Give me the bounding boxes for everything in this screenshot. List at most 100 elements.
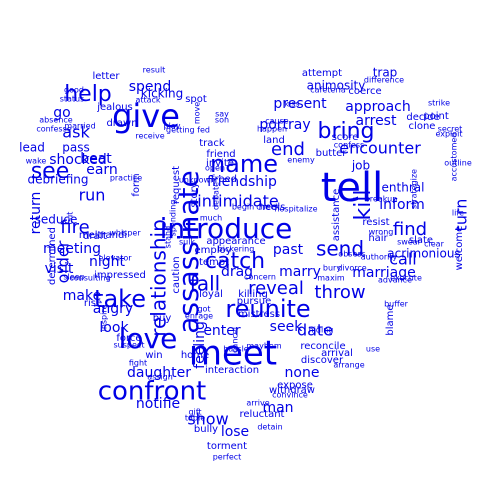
cloud-word: hair — [368, 233, 388, 244]
cloud-word: mistress — [238, 309, 280, 320]
cloud-word: check — [256, 203, 280, 212]
cloud-word: loyal — [199, 289, 223, 300]
cloud-word: trap — [373, 66, 398, 80]
cloud-word: present — [273, 96, 327, 112]
cloud-word: call — [389, 250, 417, 269]
cloud-word: night — [89, 254, 126, 270]
cloud-word: enrage — [185, 312, 213, 321]
cloud-word: return — [28, 192, 44, 235]
cloud-word: spending — [169, 200, 178, 237]
cloud-word: love — [119, 322, 178, 355]
cloud-word: kill — [351, 189, 376, 220]
cloud-word: lead — [19, 141, 45, 155]
cloud-word: man — [262, 400, 293, 416]
cloud-word: decide — [406, 112, 439, 123]
cloud-word: find — [393, 219, 427, 240]
cloud-word: cancel — [231, 327, 240, 353]
cloud-word: daughter — [127, 365, 191, 381]
cloud-word: freed — [211, 174, 237, 185]
cloud-word: clone — [409, 121, 436, 132]
cloud-word: job — [351, 159, 370, 173]
cloud-word: none — [285, 365, 320, 381]
cloud-word: assistance — [331, 189, 342, 242]
cloud-word: enter — [203, 323, 241, 339]
cloud-word: visit — [45, 261, 74, 277]
cloud-word: bring — [317, 119, 374, 144]
cloud-word: send — [316, 237, 364, 261]
cloud-word: spot — [185, 94, 207, 105]
cloud-word: butter — [316, 148, 348, 159]
cloud-word: reluctant — [240, 409, 285, 420]
cloud-word: practice — [110, 174, 142, 183]
cloud-word: lose — [221, 424, 249, 440]
cloud-word: accustomed — [450, 133, 459, 182]
cloud-word: see — [31, 159, 70, 184]
cloud-word: seek — [270, 319, 304, 335]
cloud-word: slate — [409, 235, 433, 246]
cloud-word: arrive — [246, 399, 269, 408]
cloud-word: elevator — [98, 254, 132, 263]
cloud-word: clear — [424, 240, 444, 249]
cloud-word: kicking — [141, 87, 183, 101]
cloud-word: say — [215, 110, 229, 119]
cloud-word: execute — [390, 274, 422, 283]
cloud-word: receive — [135, 132, 164, 141]
cloud-word: perfect — [213, 453, 242, 462]
cloud-word: encounter — [339, 139, 421, 158]
cloud-word: track — [199, 138, 225, 149]
cloud-word: breakup — [365, 195, 398, 204]
cloud-word: run — [79, 186, 106, 205]
cloud-word: begin — [232, 203, 254, 212]
cloud-word: intimidate — [197, 192, 278, 211]
cloud-word: son — [215, 116, 229, 125]
cloud-word: welcome — [454, 226, 465, 271]
cloud-word: killing — [238, 289, 268, 300]
cloud-word: letter — [92, 71, 120, 82]
cloud-word: buffer — [384, 300, 409, 309]
cloud-word: debate — [212, 182, 221, 210]
cloud-word: look — [99, 320, 129, 336]
cloud-word: torment — [207, 441, 247, 452]
cloud-word: open — [205, 164, 225, 173]
cloud-word: debriefing — [27, 173, 88, 187]
cloud-word: gift — [188, 408, 201, 417]
cloud-word: fight — [129, 359, 147, 368]
cloud-word: heels — [259, 202, 286, 213]
cloud-word: outline — [444, 159, 472, 168]
cloud-word: hassle — [223, 345, 249, 354]
cloud-word: wrong — [369, 228, 394, 237]
cloud-word: resist — [362, 217, 389, 228]
cloud-word: draft — [83, 231, 107, 242]
cloud-word: confront — [98, 377, 207, 407]
cloud-word: absence — [39, 116, 73, 125]
cloud-word: married — [64, 122, 95, 131]
cloud-word: help — [64, 82, 112, 107]
cloud-word: friend — [206, 149, 235, 160]
cloud-word: kiss — [284, 100, 299, 109]
cloud-word: inspire — [100, 305, 109, 332]
cloud-word: obsess — [338, 250, 365, 259]
cloud-word: arrest — [356, 113, 397, 129]
cloud-word: shocked — [49, 152, 107, 168]
cloud-word: assassinate — [172, 170, 205, 334]
cloud-word: convince — [272, 391, 308, 400]
cloud-word: name — [210, 150, 278, 178]
cloud-word: throw — [314, 282, 365, 303]
cloud-word: cut — [66, 212, 75, 225]
cloud-word: end — [271, 139, 305, 160]
cloud-word: force — [116, 333, 141, 344]
cloud-word: buy — [153, 313, 172, 324]
cloud-word: attack — [135, 96, 160, 105]
cloud-word: enemy — [287, 156, 315, 165]
cloud-word: caution — [171, 256, 182, 293]
cloud-word: getting fed — [166, 126, 210, 135]
cloud-word: much — [200, 214, 222, 223]
cloud-word: coerce — [348, 86, 381, 97]
cloud-word: home — [181, 350, 209, 361]
cloud-word: meet — [189, 334, 277, 374]
cloud-word: show — [187, 410, 228, 429]
cloud-word: suspect — [114, 341, 145, 350]
cloud-word: enthral — [382, 181, 425, 195]
cloud-word: friendship — [207, 174, 277, 190]
cloud-word: assign — [147, 373, 173, 382]
